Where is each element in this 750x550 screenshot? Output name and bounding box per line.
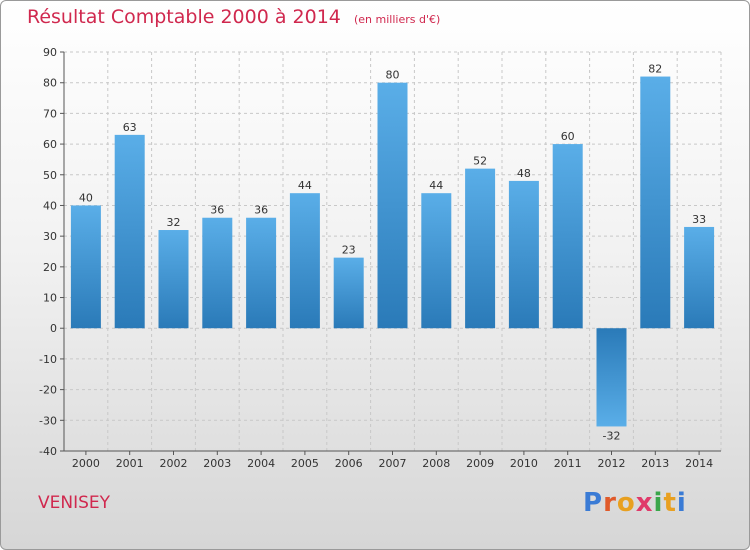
data-label-2000: 40 bbox=[79, 191, 93, 204]
bar-2014 bbox=[684, 226, 715, 329]
x-tick-label: 2002 bbox=[160, 457, 188, 470]
logo-letter: x bbox=[635, 488, 654, 518]
bar-2000 bbox=[70, 205, 101, 329]
bar-2010 bbox=[508, 180, 539, 329]
data-labels: 40 63 32 36 36 44 23 80 44 52 48 60 -32 82 33 bbox=[79, 63, 706, 443]
x-tick-label: 2010 bbox=[510, 457, 538, 470]
data-label-2008: 44 bbox=[429, 179, 443, 192]
data-label-2011: 60 bbox=[561, 130, 575, 143]
data-label-2013: 82 bbox=[648, 63, 662, 76]
x-tick-label: 2003 bbox=[203, 457, 231, 470]
bar-2005 bbox=[289, 193, 320, 329]
y-tick-label: 50 bbox=[43, 169, 57, 182]
y-tick-label: -10 bbox=[39, 353, 57, 366]
logo-letter: i bbox=[676, 488, 687, 518]
bar-2012 bbox=[596, 328, 627, 427]
bar-2009 bbox=[465, 168, 496, 329]
x-tick-label: 2014 bbox=[685, 457, 713, 470]
chart-header: Résultat Comptable 2000 à 2014 (en milli… bbox=[27, 6, 440, 28]
logo-letter: r bbox=[603, 488, 617, 518]
y-tick-label: -30 bbox=[39, 414, 57, 427]
logo-letter: P bbox=[583, 488, 604, 518]
x-tick-label: 2000 bbox=[72, 457, 100, 470]
bar-2002 bbox=[158, 230, 189, 329]
bar-2003 bbox=[202, 217, 233, 329]
y-tick-label: 10 bbox=[43, 292, 57, 305]
place-name: VENISEY bbox=[38, 493, 111, 513]
logo-letter: i bbox=[653, 488, 664, 518]
data-label-2005: 44 bbox=[298, 179, 312, 192]
bar-2013 bbox=[640, 76, 671, 329]
y-tick-label: 40 bbox=[43, 199, 57, 212]
proxiti-logo[interactable]: Proxiti bbox=[583, 488, 687, 518]
x-tick-label: 2004 bbox=[247, 457, 275, 470]
x-tick-label: 2009 bbox=[466, 457, 494, 470]
y-tick-label: 20 bbox=[43, 261, 57, 274]
data-label-2010: 48 bbox=[517, 167, 531, 180]
chart-subtitle: (en milliers d'€) bbox=[353, 13, 441, 26]
data-label-2006: 23 bbox=[342, 244, 356, 257]
y-tick-label: 0 bbox=[50, 322, 57, 335]
data-label-2007: 80 bbox=[386, 69, 400, 82]
bars bbox=[70, 76, 715, 427]
bar-2008 bbox=[421, 193, 452, 329]
y-tick-label: 70 bbox=[43, 107, 57, 120]
logo-letter: o bbox=[616, 488, 636, 518]
data-label-2009: 52 bbox=[473, 155, 487, 168]
y-tick-label: 90 bbox=[43, 46, 57, 59]
logo-letter: t bbox=[663, 488, 677, 518]
x-tick-label: 2001 bbox=[116, 457, 144, 470]
bar-2004 bbox=[246, 217, 277, 329]
y-tick-label: -20 bbox=[39, 384, 57, 397]
bar-2001 bbox=[114, 134, 145, 329]
chart-title: Résultat Comptable 2000 à 2014 bbox=[27, 6, 341, 28]
x-tick-label: 2006 bbox=[335, 457, 363, 470]
x-tick-label: 2012 bbox=[598, 457, 626, 470]
bar-2011 bbox=[552, 144, 583, 329]
data-label-2002: 32 bbox=[167, 216, 181, 229]
y-tick-label: -40 bbox=[39, 445, 57, 458]
y-tick-label: 30 bbox=[43, 230, 57, 243]
bar-2007 bbox=[377, 82, 408, 329]
x-tick-label: 2007 bbox=[379, 457, 407, 470]
x-tick-label: 2008 bbox=[422, 457, 450, 470]
y-tick-label: 60 bbox=[43, 138, 57, 151]
data-label-2012: -32 bbox=[603, 429, 621, 442]
data-label-2014: 33 bbox=[692, 213, 706, 226]
bar-2006 bbox=[333, 257, 364, 329]
y-tick-label: 80 bbox=[43, 77, 57, 90]
x-tick-label: 2011 bbox=[554, 457, 582, 470]
data-label-2004: 36 bbox=[254, 204, 268, 217]
data-label-2001: 63 bbox=[123, 121, 137, 134]
x-tick-label: 2005 bbox=[291, 457, 319, 470]
x-tick-label: 2013 bbox=[641, 457, 669, 470]
data-label-2003: 36 bbox=[210, 204, 224, 217]
